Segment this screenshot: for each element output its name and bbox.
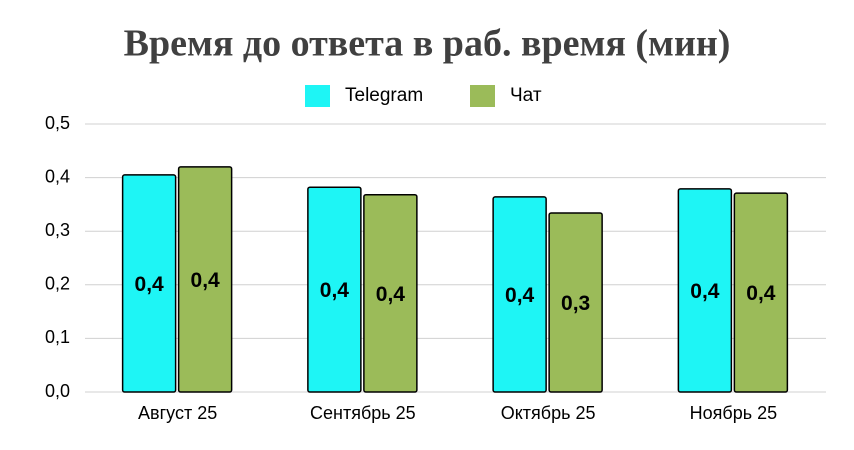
y-tick-label: 0,5 <box>45 113 70 133</box>
y-tick-label: 0,1 <box>45 327 70 347</box>
value-label: 0,3 <box>561 292 590 315</box>
bar <box>492 196 547 393</box>
x-tick-label: Ноябрь 25 <box>690 403 777 423</box>
bar <box>677 188 733 393</box>
y-tick-label: 0,2 <box>45 274 70 294</box>
chart-title: Время до ответа в раб. время (мин) <box>124 23 731 65</box>
bar <box>177 166 233 393</box>
value-label: 0,4 <box>320 279 350 302</box>
bar <box>363 194 418 393</box>
bar <box>121 174 177 393</box>
legend-swatch <box>305 85 330 107</box>
legend-swatch <box>470 85 495 107</box>
x-tick-label: Сентябрь 25 <box>310 403 416 423</box>
value-label: 0,4 <box>690 280 720 303</box>
legend-label: Telegram <box>345 85 423 106</box>
value-label: 0,4 <box>376 283 406 306</box>
value-label: 0,4 <box>505 284 535 307</box>
value-label: 0,4 <box>191 269 221 292</box>
x-tick-label: Август 25 <box>138 403 217 423</box>
y-tick-label: 0,4 <box>45 166 70 186</box>
bar <box>307 186 362 393</box>
y-tick-label: 0,0 <box>45 381 70 401</box>
legend-label: Чат <box>510 85 542 106</box>
bar <box>548 212 603 393</box>
x-tick-label: Октябрь 25 <box>501 403 596 423</box>
y-tick-label: 0,3 <box>45 220 70 240</box>
value-label: 0,4 <box>135 273 165 296</box>
value-label: 0,4 <box>746 282 776 305</box>
bar <box>733 192 789 393</box>
